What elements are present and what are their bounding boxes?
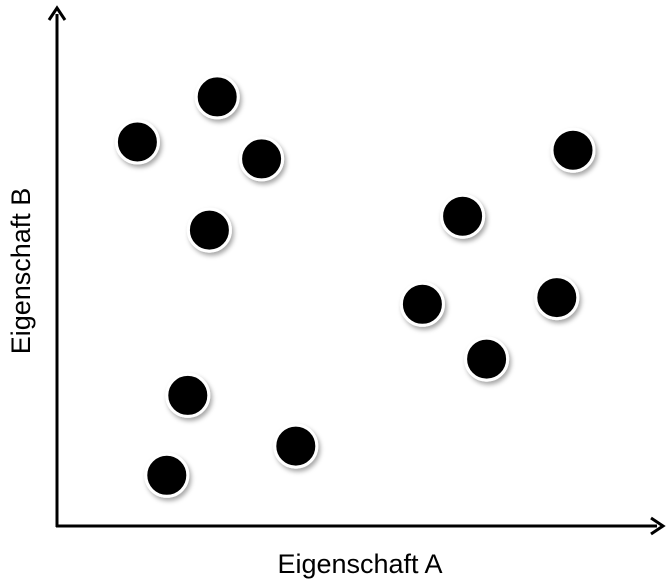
data-point-4 (186, 207, 232, 253)
data-point-6 (144, 452, 190, 498)
data-point-10 (464, 336, 510, 382)
data-points (114, 74, 596, 498)
data-point-2 (194, 74, 240, 120)
x-axis-arrow-icon (650, 516, 666, 536)
data-point-11 (534, 275, 580, 321)
data-point-12 (550, 127, 596, 173)
data-point-3 (239, 136, 285, 182)
y-axis-arrow-icon (47, 5, 67, 21)
data-point-9 (440, 193, 486, 239)
x-axis-label: Eigenschaft A (277, 549, 442, 579)
data-point-1 (114, 119, 160, 165)
axes (47, 5, 666, 536)
data-point-7 (273, 423, 319, 469)
data-point-8 (399, 281, 445, 327)
data-point-5 (165, 372, 211, 418)
y-axis-label: Eigenschaft B (6, 188, 36, 355)
